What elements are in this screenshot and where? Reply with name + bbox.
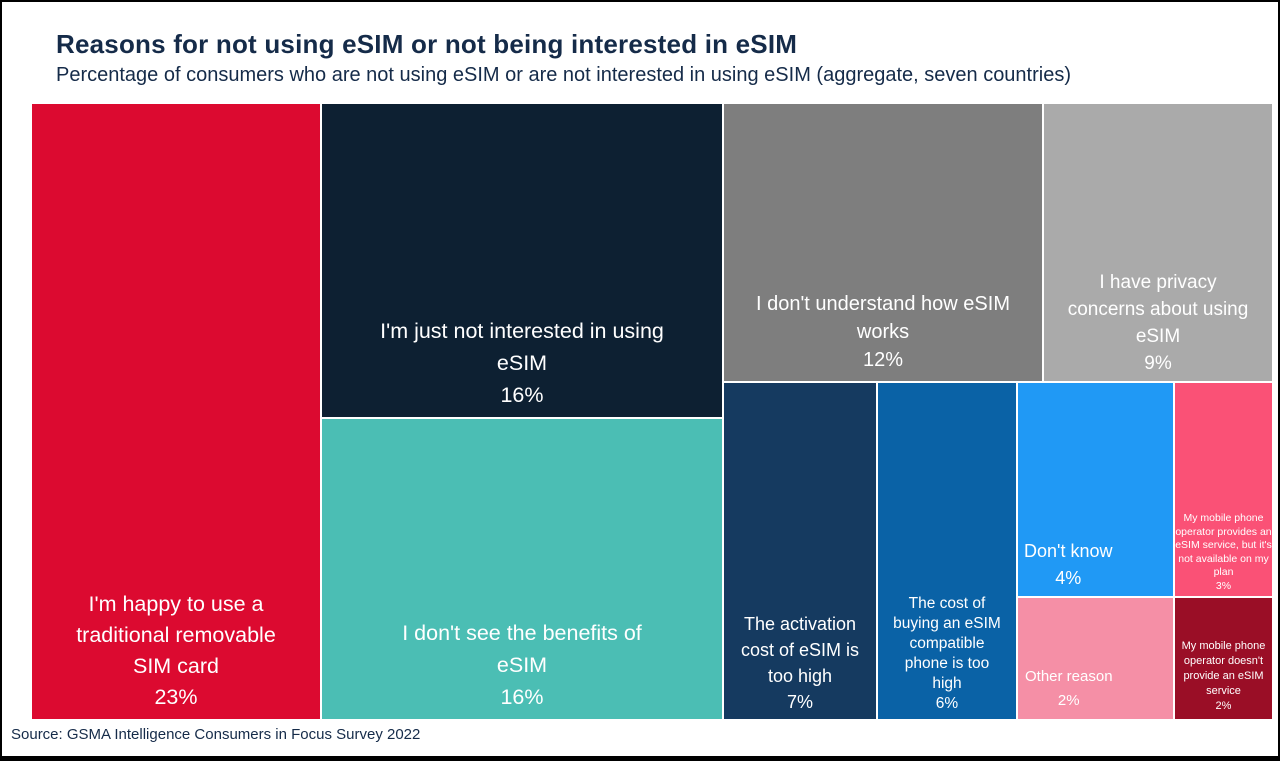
treemap-tile-dont-understand-how-works: I don't understand how eSIM works 12% <box>724 104 1042 381</box>
tile-label-esim-phone-cost-too-high: The cost of buying an eSIM compatible phone… <box>893 595 1001 712</box>
treemap-tile-operator-doesnt-provide: My mobile phone operator doesn't provide a… <box>1175 598 1272 719</box>
treemap-tile-activation-cost-too-high: The activation cost of eSIM is too high 7% <box>724 383 876 719</box>
treemap-tile-dont-see-benefits: I don't see the benefits of eSIM 16% <box>322 419 722 719</box>
tile-label-operator-provides-not-on-plan: My mobile phone operator provides an eSIM … <box>1175 512 1272 592</box>
tile-label-privacy-concerns: I have privacy concerns about using eSIM 9% <box>1067 272 1249 374</box>
tile-label-activation-cost-too-high: The activation cost of eSIM is too high 7% <box>740 614 860 712</box>
tile-label-dont-know: Don't know 4% <box>1024 541 1113 588</box>
tile-label-just-not-interested: I'm just not interested in using eSIM 16% <box>380 319 664 407</box>
tile-label-dont-see-benefits: I don't see the benefits of eSIM 16% <box>402 621 642 709</box>
source-caption: Source: GSMA Intelligence Consumers in F… <box>11 726 421 743</box>
treemap-tile-operator-provides-not-on-plan: My mobile phone operator provides an eSIM … <box>1175 383 1272 596</box>
tile-label-operator-doesnt-provide: My mobile phone operator doesn't provide a… <box>1181 640 1266 712</box>
tile-label-happy-traditional-sim: I'm happy to use a traditional removable S… <box>76 592 276 709</box>
treemap-tile-dont-know: Don't know 4% <box>1018 383 1173 596</box>
treemap-tile-happy-traditional-sim: I'm happy to use a traditional removable S… <box>32 104 320 719</box>
chart-header: Reasons for not using eSIM or not being … <box>56 29 1071 87</box>
chart-subtitle: Percentage of consumers who are not usin… <box>56 64 1071 86</box>
tile-label-other-reason: Other reason 2% <box>1025 668 1113 709</box>
treemap-tile-esim-phone-cost-too-high: The cost of buying an eSIM compatible phone… <box>878 383 1016 719</box>
treemap-tile-privacy-concerns: I have privacy concerns about using eSIM 9% <box>1044 104 1272 381</box>
chart-title: Reasons for not using eSIM or not being … <box>56 29 798 59</box>
treemap-tile-other-reason: Other reason 2% <box>1018 598 1173 719</box>
tile-label-dont-understand-how-works: I don't understand how eSIM works 12% <box>756 293 1010 371</box>
treemap-tile-just-not-interested: I'm just not interested in using eSIM 16% <box>322 104 722 417</box>
